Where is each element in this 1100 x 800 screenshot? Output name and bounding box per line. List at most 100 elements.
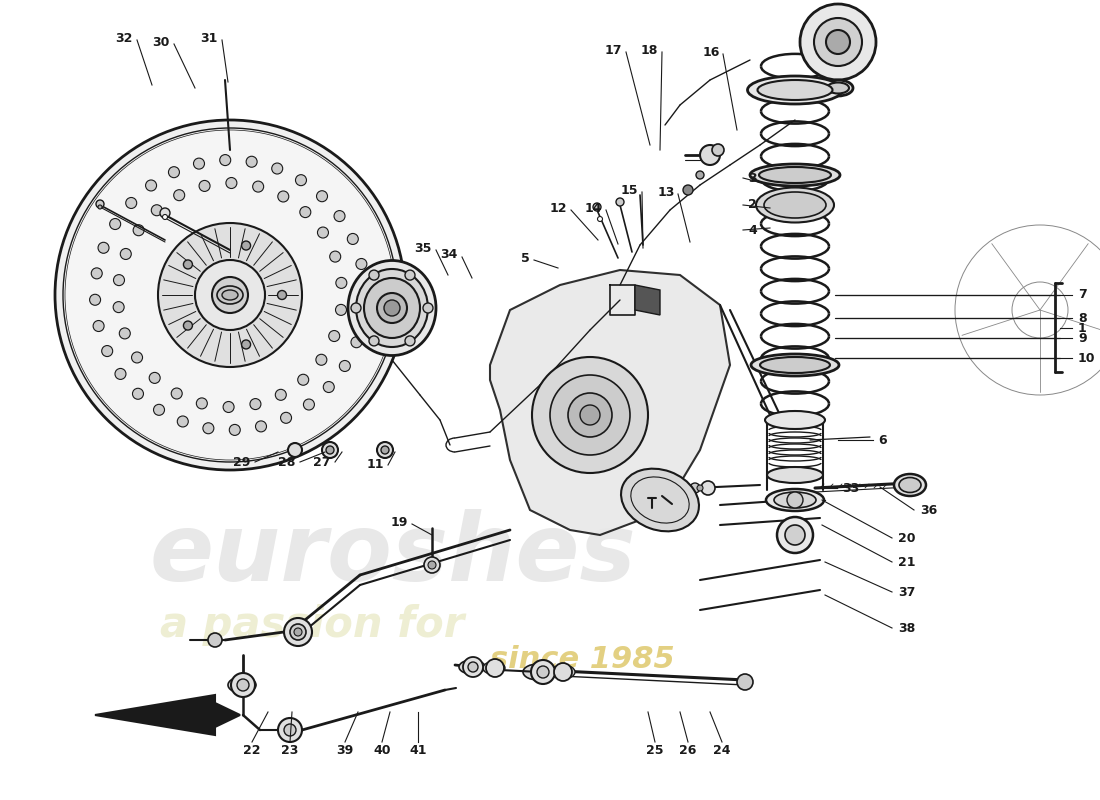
Circle shape — [323, 382, 334, 393]
Circle shape — [550, 375, 630, 455]
Circle shape — [597, 217, 603, 222]
Circle shape — [177, 416, 188, 427]
Circle shape — [424, 303, 433, 313]
Circle shape — [616, 198, 624, 206]
Circle shape — [96, 200, 104, 208]
Text: 40: 40 — [373, 743, 390, 757]
Ellipse shape — [899, 478, 921, 493]
Circle shape — [690, 483, 700, 493]
Text: euroshes: euroshes — [150, 509, 637, 601]
Circle shape — [272, 163, 283, 174]
Ellipse shape — [823, 80, 852, 96]
Polygon shape — [635, 285, 660, 315]
Circle shape — [701, 481, 715, 495]
Circle shape — [208, 633, 222, 647]
Ellipse shape — [758, 80, 833, 100]
Circle shape — [98, 205, 102, 209]
Text: 5: 5 — [521, 251, 530, 265]
Circle shape — [132, 352, 143, 363]
Circle shape — [329, 330, 340, 342]
Circle shape — [154, 404, 165, 415]
Ellipse shape — [364, 278, 420, 338]
Ellipse shape — [764, 192, 826, 218]
Circle shape — [242, 241, 251, 250]
Text: 21: 21 — [898, 555, 915, 569]
Text: 12: 12 — [550, 202, 566, 214]
Circle shape — [368, 270, 379, 280]
Circle shape — [284, 618, 312, 646]
Circle shape — [424, 557, 440, 573]
Circle shape — [316, 354, 327, 366]
Circle shape — [486, 659, 504, 677]
Text: 39: 39 — [337, 743, 353, 757]
Text: 19: 19 — [390, 515, 408, 529]
Circle shape — [196, 398, 207, 409]
Circle shape — [184, 260, 192, 269]
Circle shape — [168, 166, 179, 178]
Text: 10: 10 — [1078, 351, 1096, 365]
Text: 6: 6 — [878, 434, 887, 446]
Polygon shape — [95, 695, 240, 735]
Circle shape — [700, 145, 720, 165]
Circle shape — [737, 674, 754, 690]
Text: 3: 3 — [748, 171, 757, 185]
Circle shape — [568, 393, 612, 437]
Circle shape — [326, 446, 334, 454]
Text: 17: 17 — [605, 43, 621, 57]
Circle shape — [132, 388, 143, 399]
Circle shape — [318, 227, 329, 238]
Ellipse shape — [522, 664, 553, 680]
Circle shape — [160, 208, 170, 218]
Circle shape — [683, 185, 693, 195]
Ellipse shape — [756, 187, 834, 222]
Circle shape — [145, 180, 156, 191]
Circle shape — [826, 30, 850, 54]
Circle shape — [554, 663, 572, 681]
Circle shape — [172, 388, 183, 399]
Ellipse shape — [551, 665, 575, 679]
Circle shape — [133, 225, 144, 236]
Text: 35: 35 — [415, 242, 432, 254]
Circle shape — [377, 293, 407, 323]
Text: 37: 37 — [898, 586, 915, 598]
Circle shape — [194, 158, 205, 169]
Ellipse shape — [894, 474, 926, 496]
Text: 30: 30 — [153, 35, 170, 49]
Circle shape — [229, 425, 240, 435]
Ellipse shape — [764, 411, 825, 429]
Ellipse shape — [760, 357, 830, 373]
Circle shape — [712, 144, 724, 156]
Circle shape — [94, 321, 104, 331]
Text: 27: 27 — [312, 455, 330, 469]
Circle shape — [593, 203, 601, 211]
Circle shape — [785, 525, 805, 545]
Circle shape — [384, 300, 400, 316]
Circle shape — [163, 214, 167, 219]
Circle shape — [697, 485, 703, 491]
Circle shape — [368, 336, 379, 346]
Circle shape — [275, 390, 286, 400]
Text: 34: 34 — [441, 249, 458, 262]
Circle shape — [98, 242, 109, 254]
Circle shape — [231, 673, 255, 697]
Text: 31: 31 — [200, 31, 218, 45]
Text: 32: 32 — [116, 31, 133, 45]
Text: 8: 8 — [1078, 311, 1087, 325]
Circle shape — [334, 210, 345, 222]
Text: 38: 38 — [898, 622, 915, 634]
Ellipse shape — [774, 492, 816, 508]
Circle shape — [351, 303, 361, 313]
Circle shape — [786, 492, 803, 508]
Ellipse shape — [759, 167, 830, 183]
Circle shape — [532, 357, 648, 473]
Circle shape — [199, 181, 210, 191]
Text: 13: 13 — [658, 186, 675, 198]
Circle shape — [358, 311, 368, 322]
Circle shape — [360, 285, 371, 296]
Circle shape — [125, 198, 136, 209]
Text: 28: 28 — [277, 455, 295, 469]
Circle shape — [294, 628, 302, 636]
Circle shape — [246, 156, 257, 167]
Ellipse shape — [356, 269, 428, 347]
Circle shape — [405, 270, 415, 280]
